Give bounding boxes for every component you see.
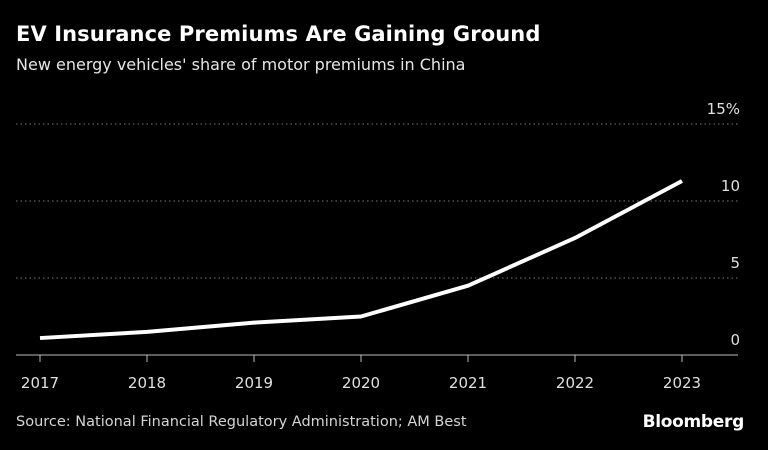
bloomberg-logo: Bloomberg (642, 412, 745, 432)
data-point-2021 (466, 284, 470, 288)
data-point-2018 (145, 330, 149, 334)
x-tick-label: 2021 (449, 374, 487, 392)
y-tick-label: 5 (730, 254, 740, 272)
data-point-2017 (38, 336, 42, 340)
x-tick-label: 2017 (21, 374, 59, 392)
data-point-2022 (573, 236, 577, 240)
y-axis-labels: 0 5 10 15% (707, 100, 740, 349)
data-point-2019 (252, 321, 256, 325)
x-tick-label: 2022 (556, 374, 594, 392)
x-tick-label: 2019 (235, 374, 273, 392)
source-note: Source: National Financial Regulatory Ad… (16, 414, 467, 430)
data-point-2023 (680, 179, 684, 183)
data-point-2020 (359, 315, 363, 319)
y-tick-label: 0 (730, 331, 740, 349)
y-tick-label: 10 (721, 177, 740, 195)
y-tick-label: 15% (707, 100, 740, 118)
series-line-0 (39, 179, 683, 341)
x-axis (16, 354, 738, 362)
gridlines (16, 123, 738, 279)
x-tick-label: 2023 (663, 374, 701, 392)
chart-title: EV Insurance Premiums Are Gaining Ground (16, 22, 541, 46)
x-axis-labels: 2017 2018 2019 2020 2021 2022 2023 (21, 374, 701, 392)
x-tick-label: 2020 (342, 374, 380, 392)
chart-subtitle: New energy vehicles' share of motor prem… (16, 55, 466, 74)
series-layer (38, 179, 684, 341)
x-tick-label: 2018 (128, 374, 166, 392)
